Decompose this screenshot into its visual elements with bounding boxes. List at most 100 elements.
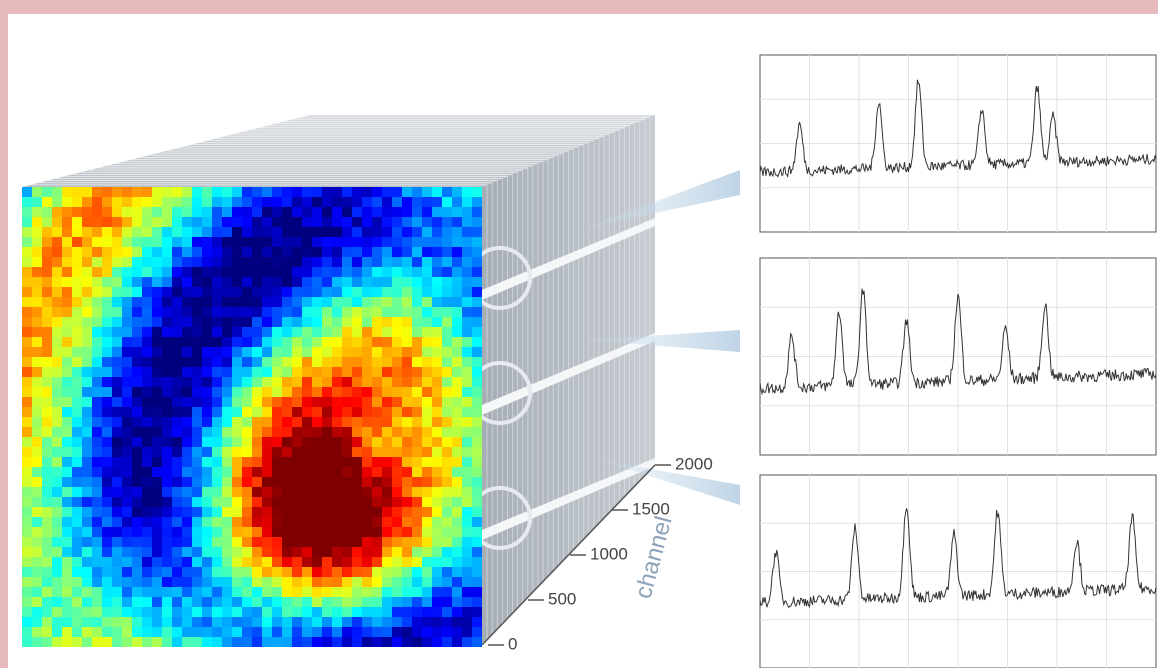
- heat-cell: [92, 477, 102, 487]
- heat-cell: [72, 187, 82, 197]
- heat-cell: [292, 427, 302, 437]
- heat-cell: [352, 597, 362, 607]
- heat-cell: [92, 277, 102, 287]
- heat-cell: [92, 447, 102, 457]
- heat-cell: [292, 367, 302, 377]
- heat-cell: [412, 327, 422, 337]
- heat-cell: [42, 607, 52, 617]
- heat-cell: [222, 627, 232, 637]
- heat-cell: [82, 387, 92, 397]
- heat-cell: [352, 387, 362, 397]
- heat-cell: [42, 227, 52, 237]
- heat-cell: [362, 457, 372, 467]
- heat-cell: [392, 477, 402, 487]
- heat-cell: [392, 297, 402, 307]
- heat-cell: [352, 447, 362, 457]
- heat-cell: [222, 227, 232, 237]
- heat-cell: [122, 577, 132, 587]
- heat-cell: [332, 437, 342, 447]
- heat-cell: [202, 527, 212, 537]
- heat-cell: [462, 627, 472, 637]
- heat-cell: [172, 307, 182, 317]
- heat-cell: [392, 557, 402, 567]
- axis-tick-label: 0: [508, 634, 517, 653]
- heat-cell: [372, 307, 382, 317]
- heat-cell: [142, 397, 152, 407]
- heat-cell: [52, 197, 62, 207]
- heat-cell: [82, 407, 92, 417]
- heat-cell: [292, 187, 302, 197]
- heat-cell: [222, 587, 232, 597]
- heat-cell: [92, 417, 102, 427]
- heat-cell: [272, 407, 282, 417]
- heat-cell: [442, 537, 452, 547]
- heat-cell: [462, 557, 472, 567]
- heat-cell: [412, 507, 422, 517]
- heat-cell: [162, 267, 172, 277]
- heat-cell: [22, 277, 32, 287]
- heat-cell: [262, 237, 272, 247]
- heat-cell: [212, 367, 222, 377]
- heat-cell: [72, 447, 82, 457]
- heat-cell: [62, 637, 72, 647]
- heat-cell: [442, 307, 452, 317]
- heat-cell: [262, 417, 272, 427]
- heat-cell: [372, 347, 382, 357]
- heat-cell: [22, 267, 32, 277]
- heat-cell: [112, 367, 122, 377]
- heat-cell: [322, 417, 332, 427]
- heat-cell: [22, 537, 32, 547]
- heat-cell: [232, 427, 242, 437]
- heat-cell: [282, 477, 292, 487]
- heat-cell: [162, 587, 172, 597]
- heat-cell: [102, 317, 112, 327]
- heat-cell: [342, 237, 352, 247]
- heat-cell: [112, 407, 122, 417]
- heat-cell: [22, 257, 32, 267]
- heat-cell: [82, 287, 92, 297]
- heat-cell: [292, 357, 302, 367]
- heat-cell: [402, 497, 412, 507]
- heat-cell: [132, 227, 142, 237]
- heat-cell: [202, 597, 212, 607]
- heat-cell: [92, 637, 102, 647]
- heat-cell: [42, 307, 52, 317]
- heat-cell: [142, 627, 152, 637]
- heat-cell: [272, 197, 282, 207]
- heat-cell: [362, 197, 372, 207]
- heat-cell: [432, 267, 442, 277]
- heat-cell: [222, 617, 232, 627]
- heat-cell: [202, 437, 212, 447]
- heat-cell: [322, 277, 332, 287]
- heat-cell: [352, 397, 362, 407]
- heat-cell: [442, 567, 452, 577]
- heat-cell: [202, 337, 212, 347]
- heat-cell: [442, 407, 452, 417]
- heat-cell: [262, 287, 272, 297]
- heat-cell: [282, 527, 292, 537]
- heat-cell: [222, 397, 232, 407]
- heat-cell: [422, 557, 432, 567]
- heat-cell: [322, 507, 332, 517]
- heat-cell: [52, 187, 62, 197]
- heat-cell: [422, 387, 432, 397]
- heat-cell: [42, 267, 52, 277]
- heat-cell: [452, 617, 462, 627]
- heat-cell: [322, 557, 332, 567]
- heat-cell: [452, 387, 462, 397]
- heat-cell: [132, 357, 142, 367]
- heat-cell: [242, 627, 252, 637]
- heat-cell: [102, 417, 112, 427]
- heat-cell: [62, 537, 72, 547]
- heat-cell: [152, 257, 162, 267]
- heat-cell: [202, 407, 212, 417]
- heat-cell: [32, 557, 42, 567]
- heat-cell: [442, 347, 452, 357]
- heat-cell: [372, 597, 382, 607]
- heat-cell: [442, 427, 452, 437]
- heat-cell: [42, 317, 52, 327]
- heat-cell: [142, 347, 152, 357]
- heat-cell: [72, 277, 82, 287]
- heat-cell: [392, 437, 402, 447]
- heat-cell: [242, 457, 252, 467]
